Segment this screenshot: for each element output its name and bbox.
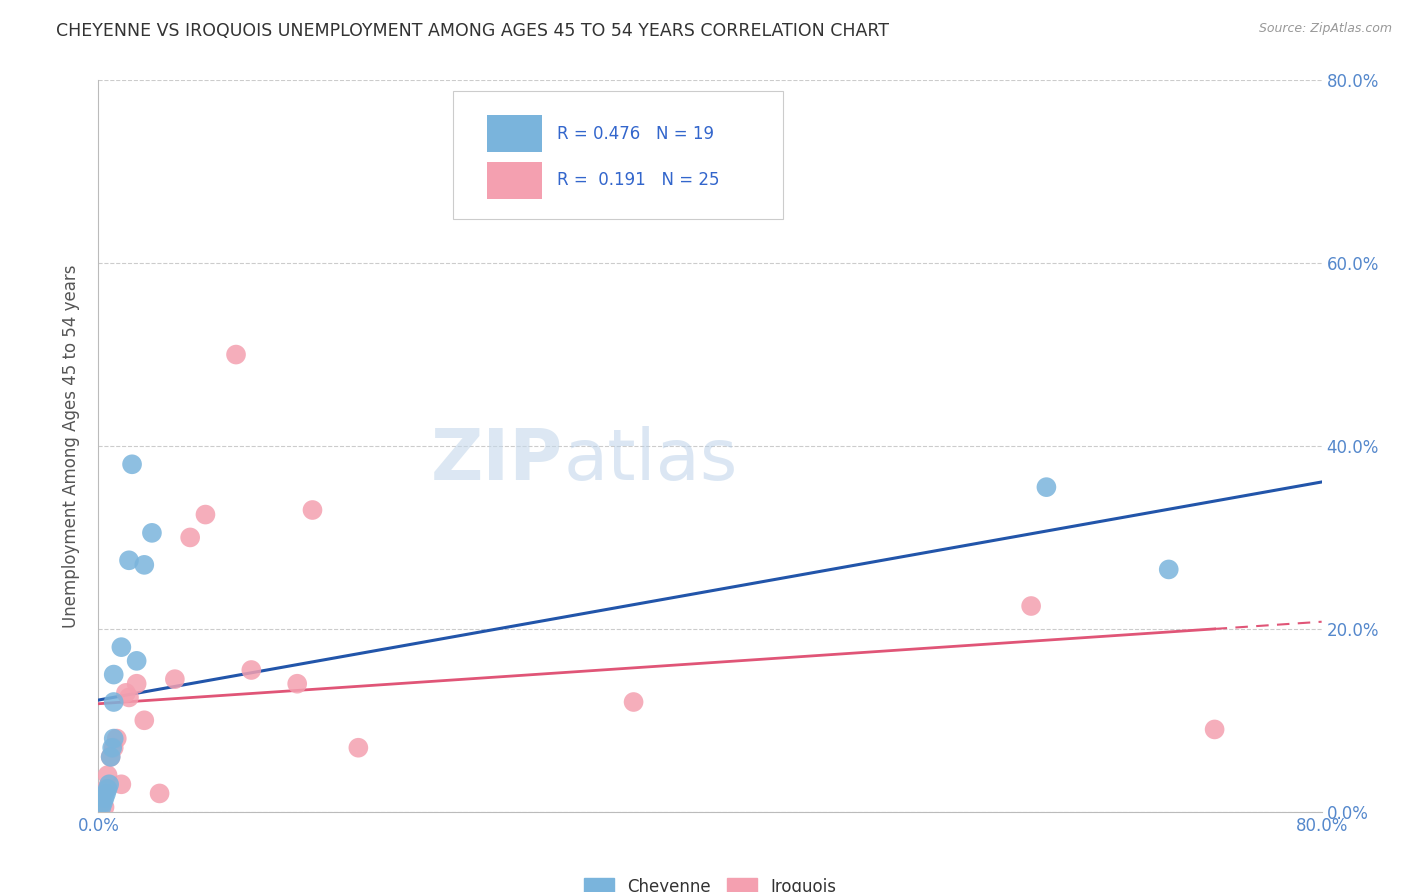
Point [347, 740, 370, 755]
Text: ZIP: ZIP [432, 426, 564, 495]
Point [103, 667, 125, 681]
Point [93, 800, 115, 814]
Point [103, 695, 125, 709]
Text: R =  0.191   N = 25: R = 0.191 N = 25 [557, 171, 720, 189]
Point [98, 777, 121, 791]
Point [93, 791, 115, 805]
Point [301, 503, 323, 517]
Point [125, 676, 148, 690]
Point [149, 787, 172, 801]
Point [105, 731, 128, 746]
Point [141, 525, 163, 540]
Point [134, 714, 156, 728]
Point [103, 731, 125, 746]
Point [94, 781, 117, 796]
Point [225, 348, 247, 362]
Point [94, 787, 117, 801]
Text: atlas: atlas [564, 426, 738, 495]
Point [97, 781, 120, 796]
FancyBboxPatch shape [453, 91, 783, 219]
Point [103, 740, 125, 755]
Point [91, 796, 114, 810]
Point [118, 690, 141, 705]
Point [110, 640, 132, 655]
Y-axis label: Unemployment Among Ages 45 to 54 years: Unemployment Among Ages 45 to 54 years [62, 264, 80, 628]
Point [194, 508, 217, 522]
Point [134, 558, 156, 572]
Text: CHEYENNE VS IROQUOIS UNEMPLOYMENT AMONG AGES 45 TO 54 YEARS CORRELATION CHART: CHEYENNE VS IROQUOIS UNEMPLOYMENT AMONG … [56, 22, 889, 40]
Text: Source: ZipAtlas.com: Source: ZipAtlas.com [1258, 22, 1392, 36]
Point [115, 686, 138, 700]
Point [1204, 723, 1226, 737]
Point [110, 777, 132, 791]
Legend: Cheyenne, Iroquois: Cheyenne, Iroquois [576, 871, 844, 892]
Point [240, 663, 263, 677]
Point [100, 749, 122, 764]
Point [101, 740, 124, 755]
Point [163, 672, 186, 686]
Point [97, 768, 120, 782]
Point [623, 695, 645, 709]
FancyBboxPatch shape [488, 115, 543, 152]
Text: R = 0.476   N = 19: R = 0.476 N = 19 [557, 125, 714, 143]
Point [1019, 599, 1042, 613]
Point [1157, 562, 1180, 576]
Point [125, 654, 148, 668]
Point [121, 458, 143, 472]
Point [100, 749, 122, 764]
FancyBboxPatch shape [488, 162, 543, 199]
Point [179, 530, 201, 544]
Point [285, 676, 308, 690]
Point [118, 553, 141, 567]
Point [90, 796, 112, 810]
Point [91, 787, 114, 801]
Point [90, 800, 112, 814]
Point [1035, 480, 1057, 494]
